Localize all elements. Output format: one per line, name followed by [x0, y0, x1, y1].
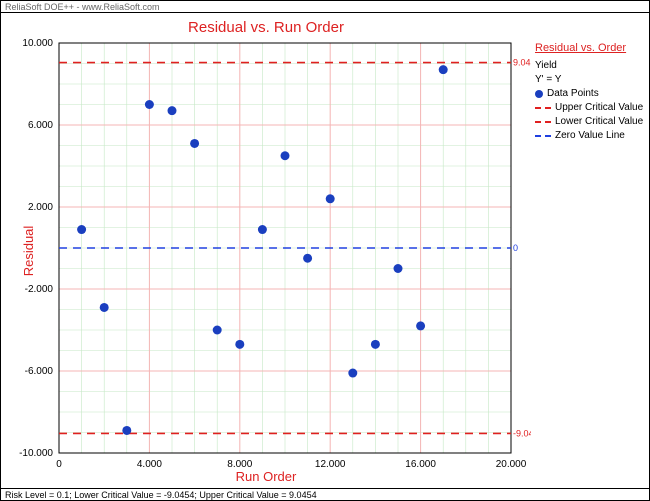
footer-text: Risk Level = 0.1; Lower Critical Value =… — [5, 490, 317, 500]
legend-yprime: Y' = Y — [535, 73, 645, 87]
legend-items: Data PointsUpper Critical ValueLower Cri… — [535, 87, 645, 143]
legend-dash-icon — [535, 107, 551, 109]
svg-text:-10.000: -10.000 — [19, 448, 53, 459]
legend-item: Zero Value Line — [535, 129, 645, 143]
app-frame: ReliaSoft DOE++ - www.ReliaSoft.com Resi… — [0, 0, 650, 501]
x-axis-label: Run Order — [1, 469, 531, 484]
legend-dot-icon — [535, 90, 543, 98]
legend-item-label: Data Points — [547, 87, 599, 101]
chart-title: Residual vs. Run Order — [1, 19, 531, 36]
svg-text:9.045: 9.045 — [513, 58, 531, 68]
header-text: ReliaSoft DOE++ - www.ReliaSoft.com — [5, 2, 160, 12]
svg-text:-6.000: -6.000 — [25, 366, 54, 377]
footer-bar: Risk Level = 0.1; Lower Critical Value =… — [1, 488, 649, 500]
svg-text:6.000: 6.000 — [28, 120, 53, 131]
legend-item: Lower Critical Value — [535, 115, 645, 129]
content-area: Residual vs. Run Order Residual Run Orde… — [1, 13, 649, 488]
chart-region: Residual vs. Run Order Residual Run Orde… — [1, 13, 531, 488]
legend: Residual vs. Order Yield Y' = Y Data Poi… — [535, 41, 645, 143]
legend-dash-icon — [535, 121, 551, 123]
svg-text:-2.000: -2.000 — [25, 284, 54, 295]
header-bar: ReliaSoft DOE++ - www.ReliaSoft.com — [1, 1, 649, 13]
svg-text:2.000: 2.000 — [28, 202, 53, 213]
legend-dash-icon — [535, 135, 551, 137]
legend-item-label: Lower Critical Value — [555, 115, 643, 129]
y-axis-label: Residual — [21, 225, 36, 276]
legend-title: Residual vs. Order — [535, 41, 645, 55]
svg-text:10.000: 10.000 — [22, 38, 53, 49]
legend-item-label: Upper Critical Value — [555, 101, 643, 115]
legend-item-label: Zero Value Line — [555, 129, 625, 143]
svg-text:-9.045: -9.045 — [513, 428, 531, 438]
legend-item: Data Points — [535, 87, 645, 101]
legend-yield: Yield — [535, 59, 645, 73]
chart-svg: 04.0008.00012.00016.00020.000-10.000-6.0… — [1, 13, 531, 490]
legend-item: Upper Critical Value — [535, 101, 645, 115]
svg-text:0: 0 — [513, 243, 518, 253]
